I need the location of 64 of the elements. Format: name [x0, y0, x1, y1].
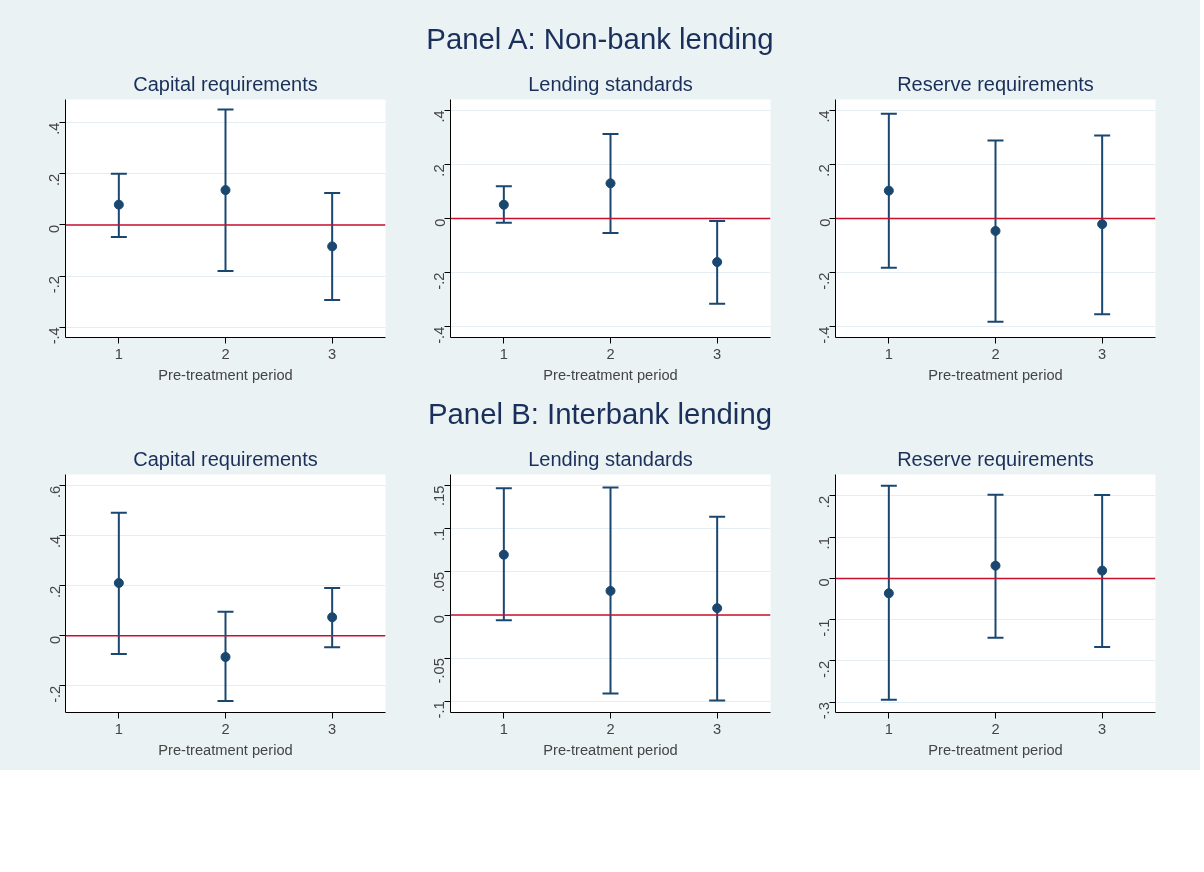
chart-title: Capital requirements [133, 72, 318, 95]
x-tick-label: 3 [713, 345, 722, 362]
y-tick-label: -.1 [816, 619, 833, 637]
x-axis-title: Pre-treatment period [543, 366, 678, 383]
x-tick-label: 1 [499, 345, 508, 362]
x-tick-label: 2 [606, 720, 615, 737]
y-tick-label: -.05 [431, 657, 448, 684]
y-tick-label: -.4 [816, 326, 833, 344]
y-tick-label: .2 [431, 164, 448, 177]
chart-title: Capital requirements [133, 447, 318, 470]
y-tick-label: -.2 [816, 272, 833, 290]
y-tick-label: .4 [46, 122, 63, 135]
y-tick-label: .4 [816, 110, 833, 123]
y-tick-label: -.3 [816, 701, 833, 720]
y-tick-label: 0 [46, 224, 63, 233]
y-tick-label: .4 [431, 110, 448, 123]
y-tick-label: 0 [431, 218, 448, 227]
y-tick-label: -.4 [46, 327, 63, 345]
x-tick-label: 3 [328, 720, 337, 737]
x-tick-label: 2 [221, 720, 230, 737]
x-tick-label: 1 [114, 720, 123, 737]
y-tick-label: -.1 [431, 701, 448, 719]
y-tick-label: -.2 [431, 272, 448, 290]
y-tick-label: .4 [46, 535, 63, 548]
y-tick-label: 0 [431, 614, 448, 623]
x-tick-label: 1 [884, 720, 893, 737]
y-tick-label: .1 [431, 528, 448, 541]
text: Panel B: Interbank lending [427, 395, 773, 432]
x-axis-title: Pre-treatment period [928, 366, 1063, 383]
chart-title: Lending standards [528, 72, 693, 95]
chart-title: Reserve requirements [897, 72, 1094, 95]
x-tick-label: 1 [884, 345, 893, 362]
x-tick-label: 2 [991, 720, 1000, 737]
y-tick-label: .2 [816, 164, 833, 177]
text: Panel A: Non-bank lending [426, 21, 774, 57]
y-tick-label: -.2 [816, 660, 833, 678]
y-tick-label: .2 [816, 495, 833, 508]
x-tick-label: 3 [713, 720, 722, 737]
y-tick-label: .6 [46, 485, 63, 498]
x-tick-label: 3 [1098, 345, 1107, 362]
x-tick-label: 3 [328, 345, 337, 362]
x-axis-title: Pre-treatment period [158, 741, 293, 758]
chart-title: Lending standards [528, 447, 693, 470]
y-tick-label: 0 [816, 578, 833, 587]
x-tick-label: 3 [1098, 720, 1107, 737]
y-tick-label: .05 [431, 571, 448, 593]
y-tick-label: -.2 [46, 685, 63, 703]
x-tick-label: 2 [606, 345, 615, 362]
y-tick-label: .2 [46, 173, 63, 186]
x-tick-label: 1 [114, 345, 123, 362]
y-tick-label: .1 [816, 536, 833, 550]
y-tick-label: -.2 [46, 275, 63, 294]
chart-title: Reserve requirements [897, 447, 1094, 470]
x-axis-title: Pre-treatment period [928, 741, 1063, 758]
x-axis-title: Pre-treatment period [543, 741, 678, 758]
x-tick-label: 1 [499, 720, 508, 737]
x-tick-label: 2 [991, 345, 1000, 362]
y-tick-label: .2 [46, 585, 63, 598]
x-tick-label: 2 [221, 345, 230, 362]
x-axis-title: Pre-treatment period [158, 366, 293, 383]
y-tick-label: 0 [816, 218, 833, 227]
y-tick-label: 0 [46, 635, 63, 644]
y-tick-label: .15 [431, 485, 448, 506]
y-tick-label: -.4 [431, 326, 448, 344]
